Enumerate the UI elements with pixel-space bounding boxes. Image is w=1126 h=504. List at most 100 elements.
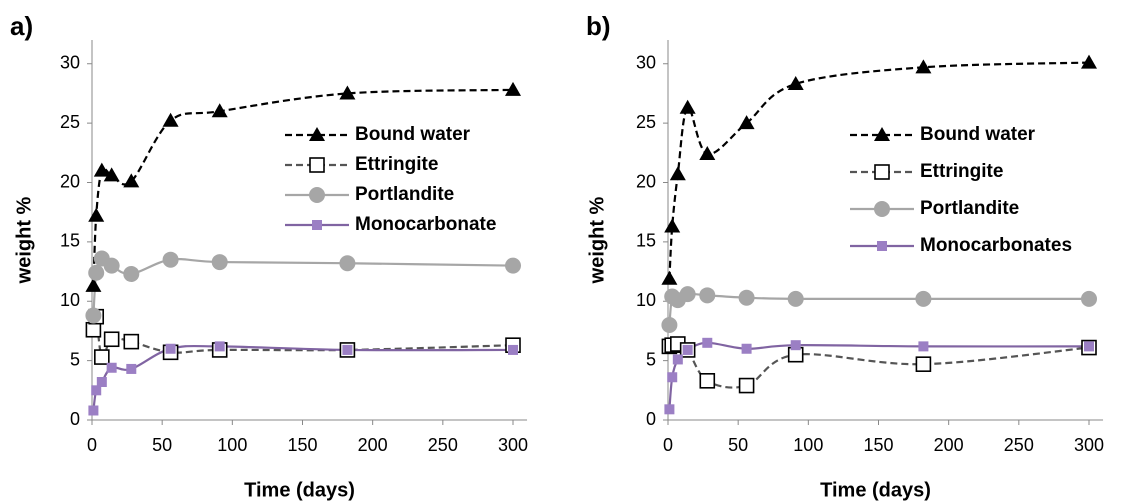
marker bbox=[667, 372, 678, 383]
marker bbox=[679, 99, 696, 114]
x-tick-label: 100 bbox=[793, 435, 823, 455]
marker bbox=[85, 277, 102, 292]
series-line bbox=[668, 292, 1089, 326]
marker bbox=[699, 373, 716, 389]
panel-label: a) bbox=[10, 11, 33, 41]
x-tick-label: 300 bbox=[498, 435, 528, 455]
marker bbox=[702, 337, 713, 348]
marker bbox=[672, 354, 683, 365]
marker bbox=[682, 344, 693, 355]
legend-label: Portlandite bbox=[355, 184, 454, 205]
y-tick-label: 20 bbox=[636, 171, 656, 191]
marker bbox=[918, 341, 929, 352]
y-tick-label: 15 bbox=[60, 231, 80, 251]
marker bbox=[699, 287, 716, 304]
marker bbox=[505, 81, 521, 96]
marker bbox=[874, 127, 890, 141]
marker bbox=[664, 404, 675, 415]
marker bbox=[661, 317, 678, 333]
marker bbox=[915, 59, 932, 74]
y-tick-label: 20 bbox=[60, 171, 80, 191]
marker bbox=[339, 85, 356, 100]
marker bbox=[312, 220, 322, 230]
marker bbox=[738, 115, 755, 130]
y-tick-label: 0 bbox=[646, 409, 656, 429]
x-tick-label: 150 bbox=[287, 435, 317, 455]
x-tick-label: 200 bbox=[934, 435, 964, 455]
marker bbox=[88, 405, 99, 416]
marker bbox=[790, 340, 801, 351]
marker bbox=[85, 307, 102, 324]
marker bbox=[661, 270, 678, 285]
marker bbox=[915, 356, 932, 372]
legend-label: Ettringite bbox=[920, 161, 1003, 182]
marker bbox=[91, 385, 102, 396]
y-tick-label: 25 bbox=[636, 112, 656, 132]
y-tick-label: 0 bbox=[70, 409, 80, 429]
panel-label: b) bbox=[586, 11, 611, 41]
x-tick-label: 50 bbox=[728, 435, 748, 455]
marker bbox=[309, 187, 325, 203]
marker bbox=[787, 75, 804, 90]
marker bbox=[165, 343, 176, 354]
y-tick-label: 30 bbox=[60, 53, 80, 73]
legend-label: Monocarbonate bbox=[355, 214, 496, 235]
marker bbox=[96, 377, 107, 387]
series-line bbox=[668, 342, 1090, 389]
marker bbox=[103, 257, 120, 274]
marker bbox=[123, 265, 140, 282]
marker bbox=[508, 344, 518, 355]
marker bbox=[123, 173, 140, 188]
x-tick-label: 50 bbox=[152, 435, 172, 455]
series-line bbox=[668, 341, 1090, 410]
y-tick-label: 25 bbox=[60, 112, 80, 132]
x-axis-title: Time (days) bbox=[244, 479, 355, 501]
series-line bbox=[92, 257, 514, 316]
marker bbox=[214, 341, 225, 352]
marker bbox=[339, 255, 356, 272]
marker bbox=[874, 201, 890, 217]
marker bbox=[699, 146, 716, 160]
y-axis-title: weight % bbox=[13, 196, 35, 284]
x-tick-label: 100 bbox=[217, 435, 247, 455]
marker bbox=[103, 331, 120, 348]
marker bbox=[741, 343, 752, 354]
x-tick-label: 0 bbox=[663, 435, 673, 455]
marker bbox=[162, 251, 179, 268]
x-axis-title: Time (days) bbox=[820, 479, 931, 501]
marker bbox=[94, 349, 110, 365]
series-line bbox=[92, 314, 514, 359]
marker bbox=[342, 344, 353, 355]
marker bbox=[88, 264, 105, 281]
marker bbox=[915, 290, 932, 307]
marker bbox=[664, 218, 681, 233]
legend-label: Ettringite bbox=[355, 154, 438, 175]
y-tick-label: 15 bbox=[636, 231, 656, 251]
y-tick-label: 30 bbox=[636, 53, 656, 73]
x-tick-label: 250 bbox=[428, 435, 458, 455]
marker bbox=[787, 290, 804, 307]
series-line bbox=[92, 88, 514, 286]
y-tick-label: 10 bbox=[60, 290, 80, 310]
marker bbox=[211, 254, 228, 271]
marker bbox=[1084, 341, 1094, 352]
x-tick-label: 250 bbox=[1004, 435, 1034, 455]
y-tick-label: 5 bbox=[70, 349, 80, 369]
marker bbox=[106, 362, 117, 373]
x-tick-label: 200 bbox=[358, 435, 388, 455]
marker bbox=[162, 112, 179, 127]
marker bbox=[93, 162, 110, 177]
legend-label: Bound water bbox=[920, 124, 1036, 145]
marker bbox=[123, 333, 140, 350]
marker bbox=[874, 164, 890, 180]
marker bbox=[738, 289, 755, 306]
x-tick-label: 300 bbox=[1074, 435, 1104, 455]
marker bbox=[103, 167, 120, 182]
marker bbox=[1081, 290, 1097, 307]
marker bbox=[85, 321, 102, 338]
legend-label: Bound water bbox=[355, 124, 471, 145]
x-tick-label: 0 bbox=[87, 435, 97, 455]
